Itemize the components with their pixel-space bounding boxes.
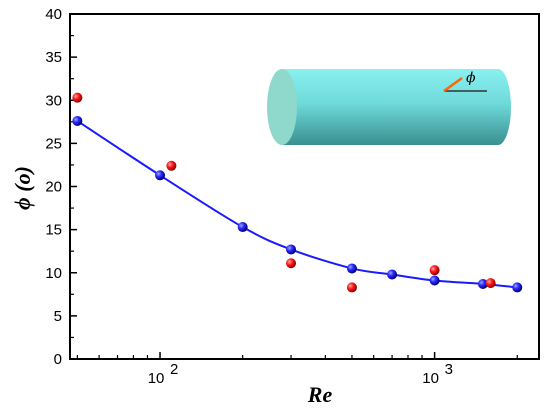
blue-data-point bbox=[387, 269, 398, 280]
cylinder-end-cap bbox=[267, 69, 297, 145]
y-tick-label: 25 bbox=[45, 135, 62, 152]
red-data-point bbox=[346, 282, 357, 293]
inset-angle-arrow bbox=[443, 76, 463, 93]
x-axis-title: Re bbox=[307, 382, 333, 407]
red-data-point bbox=[286, 258, 297, 269]
axis-ticks bbox=[70, 13, 518, 360]
blue-data-point bbox=[477, 278, 488, 289]
y-tick-label: 5 bbox=[54, 308, 62, 325]
y-tick-label: 40 bbox=[45, 6, 62, 23]
blue-data-point bbox=[429, 275, 440, 286]
red-data-point bbox=[72, 92, 83, 103]
y-tick-label: 35 bbox=[45, 49, 62, 66]
axis-tick-labels: 0 5 10 15 20 25 30 35 40 10 2 10 3 bbox=[45, 6, 453, 387]
blue-data-point bbox=[512, 282, 523, 293]
blue-data-point bbox=[286, 244, 297, 255]
blue-data-point bbox=[346, 263, 357, 274]
y-tick-label: 15 bbox=[45, 222, 62, 239]
inset-angle-label: ϕ bbox=[466, 70, 476, 86]
y-axis-title: ϕ (o) bbox=[10, 166, 35, 210]
blue-series-curve bbox=[76, 120, 518, 289]
blue-data-point bbox=[237, 222, 248, 233]
red-data-point bbox=[166, 160, 177, 171]
x-tick-label: 10 bbox=[422, 370, 439, 387]
data-points bbox=[72, 92, 523, 293]
cylinder-body bbox=[282, 69, 511, 145]
red-data-point bbox=[485, 278, 496, 289]
y-tick-label: 30 bbox=[45, 92, 62, 109]
plot-area bbox=[69, 13, 540, 360]
x-tick-exponent: 2 bbox=[170, 361, 178, 378]
blue-data-point bbox=[72, 115, 83, 126]
x-tick-exponent: 3 bbox=[445, 361, 453, 378]
y-tick-label: 0 bbox=[54, 351, 62, 368]
red-data-point bbox=[429, 265, 440, 276]
x-tick-label: 10 bbox=[148, 370, 165, 387]
plot-frame bbox=[69, 13, 540, 360]
blue-data-point bbox=[155, 170, 166, 181]
y-tick-label: 10 bbox=[45, 265, 62, 282]
y-tick-label: 20 bbox=[45, 179, 62, 196]
inset-cylinder: ϕ bbox=[267, 69, 511, 145]
